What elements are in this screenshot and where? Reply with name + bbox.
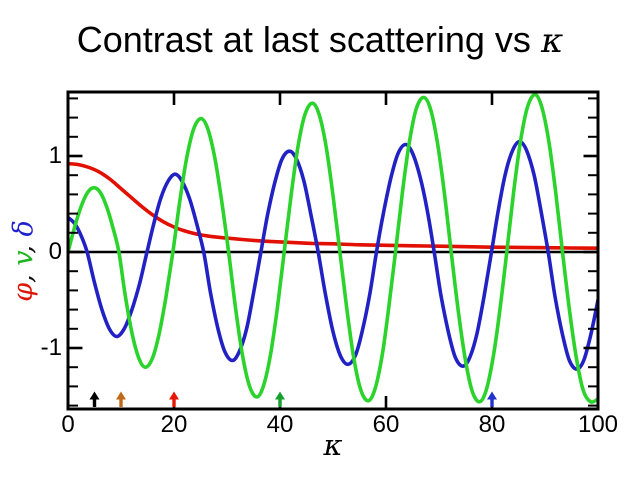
y-tick-label-1: 1 <box>48 142 62 169</box>
arrow-icon-kappa-5 <box>89 391 100 407</box>
y-axis-label-part-4: δ <box>8 220 39 237</box>
y-tick-label-0: 0 <box>48 238 62 265</box>
x-axis-label: κ <box>303 428 363 462</box>
x-tick-label-80: 80 <box>478 411 506 438</box>
chart-title: Contrast at last scattering vs κ <box>0 18 640 63</box>
x-tick-label-20: 20 <box>160 411 188 438</box>
arrow-icon-kappa-10 <box>116 391 126 407</box>
y-tick-label--1: -1 <box>40 334 62 361</box>
x-tick-label-0: 0 <box>61 411 75 438</box>
curve-delta <box>69 139 597 371</box>
y-axis-label-part-0: φ <box>8 282 39 302</box>
curves-group <box>69 93 597 404</box>
arrow-icon-kappa-40 <box>275 391 285 407</box>
chart-title-kappa-symbol: κ <box>540 21 564 61</box>
x-tick-label-60: 60 <box>372 411 400 438</box>
chart-title-text: Contrast at last scattering vs <box>76 19 541 60</box>
arrow-icon-kappa-20 <box>169 391 179 407</box>
plot-frame <box>66 90 600 411</box>
axis-ticks <box>66 93 600 408</box>
x-axis-label-kappa-symbol: κ <box>323 428 343 462</box>
x-tick-label-40: 40 <box>266 411 294 438</box>
arrow-icon-kappa-80 <box>487 391 497 407</box>
curve-v <box>69 93 597 404</box>
y-axis-label-part-1: , <box>8 265 39 283</box>
x-tick-label-100: 100 <box>577 411 619 438</box>
